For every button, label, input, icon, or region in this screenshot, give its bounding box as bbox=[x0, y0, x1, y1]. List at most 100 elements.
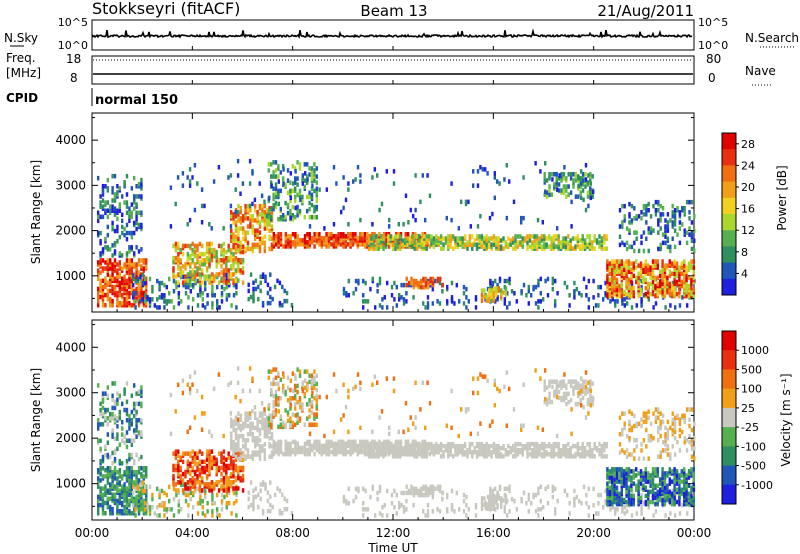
velocity-cell bbox=[442, 443, 445, 449]
velocity-cell bbox=[306, 402, 309, 407]
power-cell bbox=[685, 275, 688, 281]
velocity-cell bbox=[550, 443, 553, 449]
velocity-cell bbox=[311, 443, 314, 449]
power-cell bbox=[606, 293, 609, 299]
power-cell bbox=[220, 284, 224, 290]
power-cell bbox=[572, 172, 575, 177]
power-cell bbox=[652, 203, 655, 209]
power-cell bbox=[248, 158, 252, 164]
power-cell bbox=[673, 228, 677, 233]
velocity-cell bbox=[198, 467, 202, 473]
power-cell bbox=[315, 232, 319, 237]
power-cell bbox=[565, 176, 568, 181]
power-cell bbox=[237, 226, 240, 231]
power-cell bbox=[177, 241, 180, 247]
power-cell bbox=[101, 258, 105, 263]
power-cell bbox=[379, 234, 383, 239]
velocity-cell bbox=[277, 396, 280, 401]
velocity-cell bbox=[363, 449, 367, 455]
power-cell bbox=[426, 301, 430, 306]
power-cell bbox=[135, 202, 138, 207]
velocity-cell bbox=[118, 508, 121, 514]
power-cell bbox=[118, 300, 121, 306]
power-cell bbox=[541, 220, 544, 225]
power-cell bbox=[274, 190, 278, 196]
velocity-cell bbox=[244, 454, 247, 459]
power-cell bbox=[196, 278, 200, 284]
power-cell bbox=[181, 264, 185, 269]
power-cell bbox=[283, 288, 286, 294]
power-cell bbox=[315, 174, 318, 179]
power-cell bbox=[611, 259, 614, 264]
power-cell bbox=[187, 280, 190, 286]
power-cell bbox=[283, 298, 286, 304]
power-cell bbox=[575, 286, 578, 292]
power-cell bbox=[142, 290, 145, 296]
power-cell bbox=[235, 282, 238, 288]
power-cell bbox=[579, 190, 582, 195]
velocity-cell bbox=[303, 422, 306, 427]
power-cell bbox=[130, 270, 133, 275]
velocity-cell bbox=[220, 451, 223, 456]
power-cell bbox=[123, 232, 126, 238]
power-cell bbox=[109, 258, 112, 263]
power-cell bbox=[196, 293, 200, 298]
power-cell bbox=[313, 232, 316, 237]
power-cell bbox=[516, 240, 520, 245]
power-cell bbox=[184, 274, 187, 279]
velocity-cell bbox=[125, 508, 129, 514]
power-cell bbox=[582, 197, 585, 203]
power-cell bbox=[109, 208, 112, 213]
power-cell bbox=[675, 273, 679, 279]
power-cell bbox=[368, 234, 371, 239]
power-cell bbox=[683, 259, 686, 264]
velocity-cell bbox=[116, 397, 119, 402]
velocity-cell bbox=[237, 433, 240, 439]
velocity-cell bbox=[581, 454, 584, 459]
power-cell bbox=[184, 280, 188, 286]
velocity-cell bbox=[256, 417, 259, 422]
power-cell bbox=[306, 194, 309, 200]
power-cell bbox=[261, 300, 265, 306]
power-cell bbox=[140, 294, 143, 300]
velocity-data bbox=[97, 366, 696, 518]
power-cell bbox=[620, 293, 623, 299]
velocity-cell bbox=[211, 496, 214, 502]
power-cell bbox=[284, 244, 287, 249]
velocity-cell bbox=[456, 443, 460, 449]
power-cell bbox=[237, 218, 240, 223]
power-cell bbox=[656, 259, 659, 264]
velocity-cell bbox=[258, 456, 262, 461]
velocity-cell bbox=[144, 507, 147, 512]
power-cell bbox=[527, 289, 530, 294]
noise-sky-line bbox=[91, 28, 693, 39]
power-cell bbox=[623, 289, 626, 295]
power-cell bbox=[158, 284, 161, 290]
power-cell bbox=[172, 274, 175, 279]
velocity-cell bbox=[514, 441, 517, 447]
power-cell bbox=[263, 248, 266, 254]
power-cell bbox=[234, 220, 238, 225]
power-cell bbox=[569, 244, 572, 249]
velocity-cell bbox=[116, 424, 119, 429]
power-cell bbox=[135, 220, 138, 226]
power-cell bbox=[383, 295, 386, 300]
power-cell bbox=[306, 162, 309, 167]
velocity-cell bbox=[123, 407, 126, 413]
power-cell bbox=[605, 246, 608, 251]
power-cell bbox=[608, 277, 611, 283]
power-cell bbox=[492, 286, 496, 291]
colorbar-swatch bbox=[722, 149, 736, 166]
velocity-cell bbox=[242, 444, 245, 449]
power-cell bbox=[140, 210, 143, 215]
power-cell bbox=[462, 284, 466, 290]
velocity-cell bbox=[123, 482, 126, 487]
velocity-cell bbox=[111, 393, 114, 398]
velocity-cell bbox=[247, 490, 250, 495]
power-cell bbox=[211, 284, 214, 290]
power-cell bbox=[497, 286, 500, 291]
velocity-cell bbox=[130, 442, 133, 447]
velocity-cell bbox=[538, 443, 541, 449]
velocity-cell bbox=[237, 456, 240, 461]
velocity-cell bbox=[232, 465, 235, 471]
